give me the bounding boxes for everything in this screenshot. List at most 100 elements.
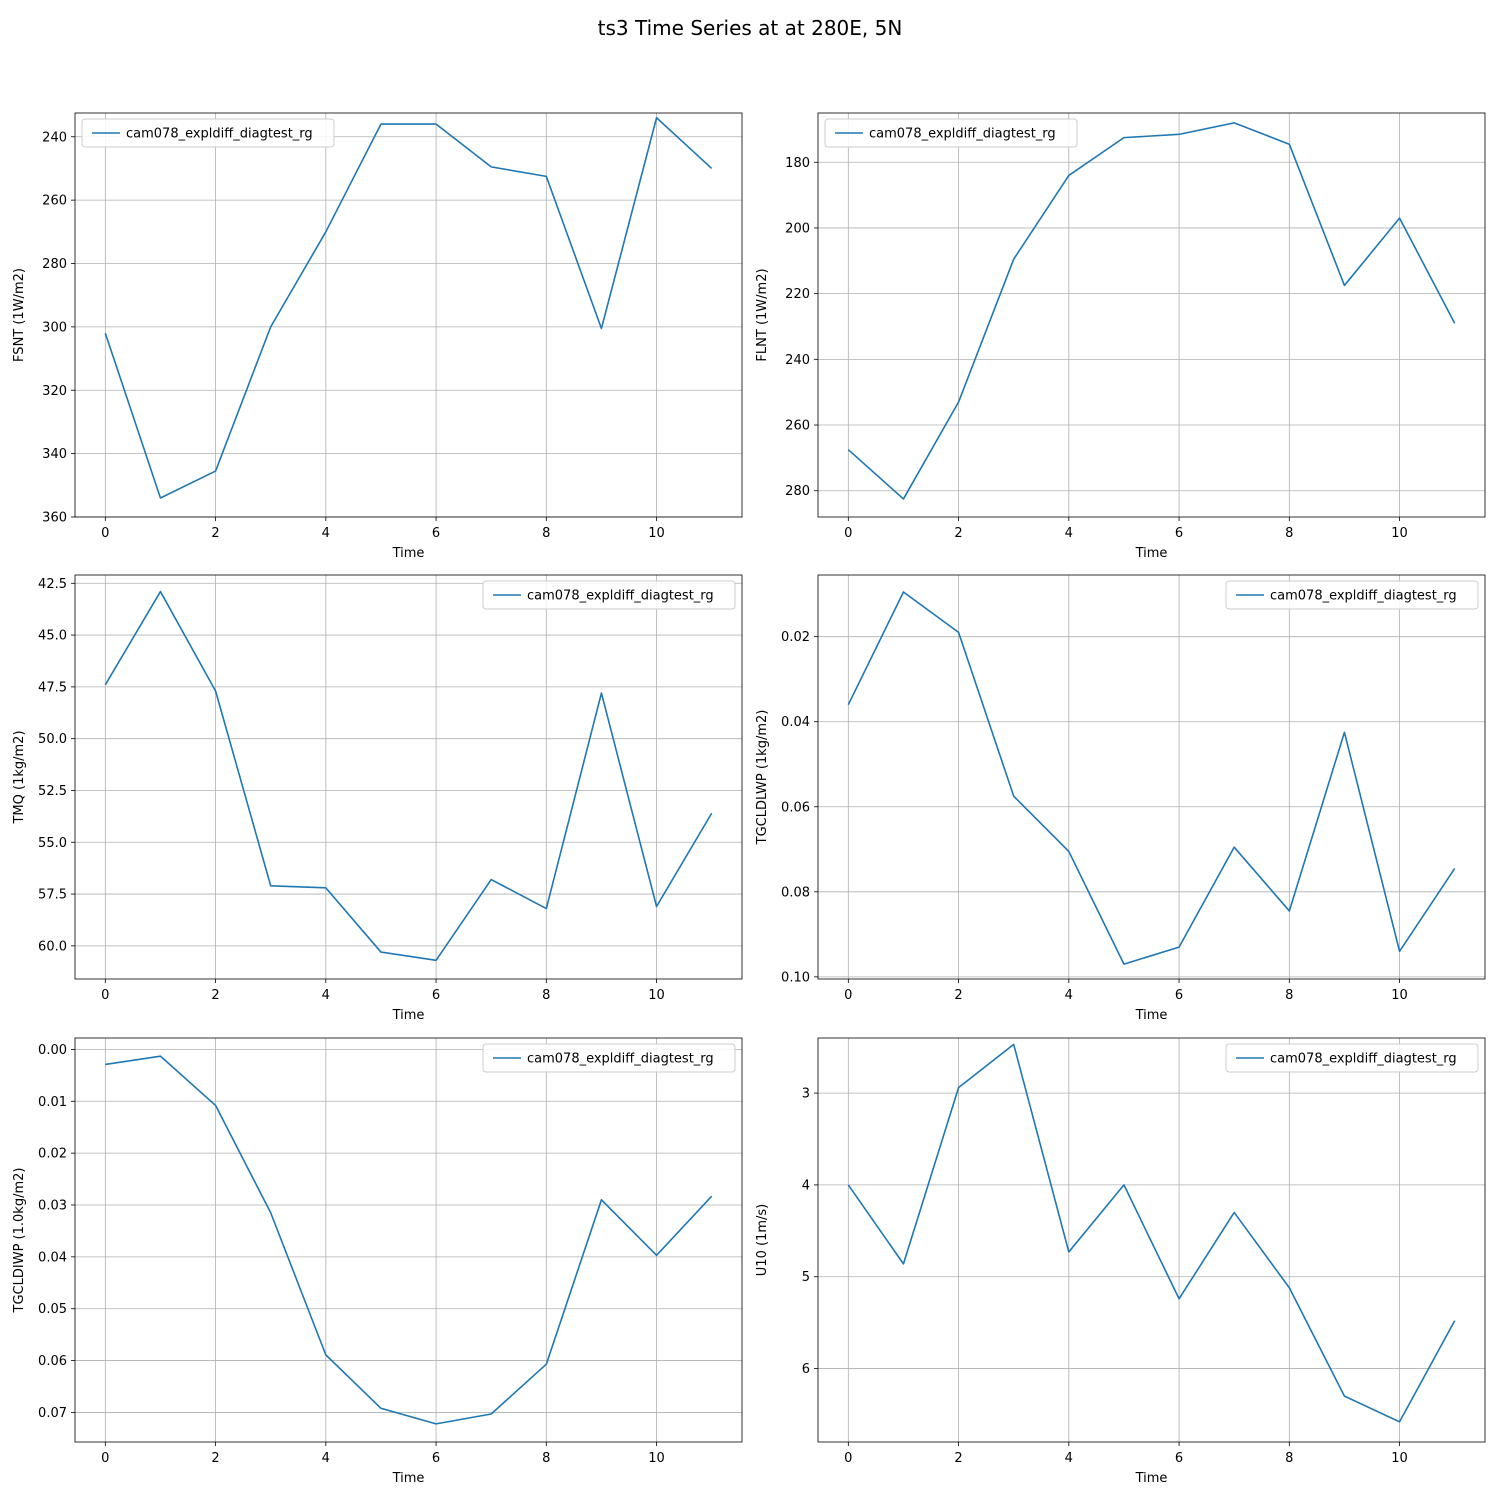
x-axis-label: Time [392, 1471, 425, 1486]
x-tick-label: 2 [211, 1451, 219, 1466]
y-tick-label: 4 [802, 1178, 810, 1193]
x-tick-label: 10 [1391, 526, 1408, 541]
legend: cam078_expldiff_diagtest_rg [824, 118, 1078, 148]
y-tick-label: 0.02 [781, 630, 810, 645]
y-tick-label: 0.06 [781, 800, 810, 815]
legend-box [1225, 1043, 1479, 1073]
y-tick-label: 50.0 [38, 732, 67, 747]
legend-label: cam078_expldiff_diagtest_rg [527, 589, 714, 604]
x-tick-label: 2 [211, 988, 219, 1003]
y-tick-label: 0.08 [781, 885, 810, 900]
x-tick-label: 4 [1065, 1451, 1073, 1466]
series-line-1 [104, 116, 713, 499]
x-tick-label: 8 [1285, 988, 1293, 1003]
x-tick-label: 4 [1065, 988, 1073, 1003]
y-tick-label: 42.5 [38, 577, 67, 592]
y-tick-label: 47.5 [38, 680, 67, 695]
y-tick-label: 240 [785, 353, 810, 368]
y-axis-label: TGCLDIWP (1.0kg/m2) [12, 1168, 27, 1314]
y-tick-label: 260 [785, 419, 810, 434]
x-tick-label: 8 [1285, 1451, 1293, 1466]
series-line-1 [104, 590, 713, 962]
y-tick-label: 0.02 [38, 1147, 67, 1162]
x-tick-label: 2 [211, 526, 219, 541]
legend-label: cam078_expldiff_diagtest_rg [1270, 1052, 1457, 1067]
x-axis-label: Time [1135, 1471, 1168, 1486]
y-tick-label: 240 [42, 130, 67, 145]
y-axis-label: TMQ (1kg/m2) [12, 730, 27, 824]
y-tick-label: 0.03 [38, 1198, 67, 1213]
y-tick-label: 320 [42, 384, 67, 399]
y-tick-label: 6 [802, 1362, 810, 1377]
y-tick-label: 0.00 [38, 1043, 67, 1058]
x-tick-label: 6 [1175, 988, 1183, 1003]
subplot-2: 0 2 4 6 8 10 180 200 220 240 260 280 Time FLNT (1W/m2… [755, 112, 1486, 561]
legend: cam078_expldiff_diagtest_rg [482, 1043, 736, 1073]
axes-frame [74, 574, 743, 980]
axes-frame [817, 112, 1486, 518]
x-tick-label: 2 [954, 988, 962, 1003]
x-tick-label: 8 [1285, 526, 1293, 541]
legend-label: cam078_expldiff_diagtest_rg [869, 127, 1056, 142]
x-tick-label: 6 [1175, 526, 1183, 541]
y-tick-label: 0.10 [781, 970, 810, 985]
x-tick-label: 10 [1391, 1451, 1408, 1466]
x-tick-label: 0 [101, 526, 109, 541]
legend-box [81, 118, 335, 148]
x-tick-label: 10 [648, 988, 665, 1003]
series-line-1 [847, 122, 1456, 500]
x-axis-label: Time [1135, 1008, 1168, 1023]
x-tick-label: 6 [1175, 1451, 1183, 1466]
y-tick-label: 57.5 [38, 888, 67, 903]
x-tick-label: 6 [432, 988, 440, 1003]
legend-box [482, 1043, 736, 1073]
legend-label: cam078_expldiff_diagtest_rg [126, 127, 313, 142]
axes-frame [74, 112, 743, 518]
x-axis-label: Time [1135, 546, 1168, 561]
x-tick-label: 4 [322, 988, 330, 1003]
y-tick-label: 360 [42, 511, 67, 526]
y-axis-label: FSNT (1W/m2) [12, 268, 27, 362]
y-tick-label: 0.06 [38, 1354, 67, 1369]
legend-label: cam078_expldiff_diagtest_rg [1270, 589, 1457, 604]
x-tick-label: 8 [542, 988, 550, 1003]
x-tick-label: 10 [648, 1451, 665, 1466]
x-tick-label: 0 [101, 988, 109, 1003]
y-tick-label: 180 [785, 156, 810, 171]
series-line-1 [847, 591, 1456, 965]
y-tick-label: 45.0 [38, 629, 67, 644]
x-tick-label: 0 [844, 1451, 852, 1466]
legend: cam078_expldiff_diagtest_rg [1225, 1043, 1479, 1073]
y-tick-label: 300 [42, 320, 67, 335]
legend-label: cam078_expldiff_diagtest_rg [527, 1052, 714, 1067]
figure-title: ts3 Time Series at at 280E, 5N [597, 16, 903, 40]
y-tick-label: 0.04 [38, 1250, 67, 1265]
series-line-1 [105, 1055, 713, 1425]
x-tick-label: 4 [1065, 526, 1073, 541]
y-tick-label: 5 [802, 1270, 810, 1285]
y-tick-label: 60.0 [38, 939, 67, 954]
x-axis-label: Time [392, 1008, 425, 1023]
y-tick-label: 0.07 [38, 1406, 67, 1421]
legend-box [1225, 580, 1479, 610]
x-tick-label: 8 [542, 1451, 550, 1466]
subplot-5: 0 2 4 6 8 10 0.00 0.01 0.02 0.03 0.04 0.05 0.06 0.07 T… [12, 1037, 743, 1486]
y-tick-label: 340 [42, 447, 67, 462]
axes-frame [74, 1037, 743, 1443]
legend: cam078_expldiff_diagtest_rg [1225, 580, 1479, 610]
y-tick-label: 55.0 [38, 836, 67, 851]
y-tick-label: 200 [785, 221, 810, 236]
legend: cam078_expldiff_diagtest_rg [81, 118, 335, 148]
y-tick-label: 280 [42, 257, 67, 272]
x-axis-label: Time [392, 546, 425, 561]
x-tick-label: 6 [432, 1451, 440, 1466]
x-tick-label: 10 [648, 526, 665, 541]
y-axis-label: TGCLDLWP (1kg/m2) [755, 710, 770, 846]
legend-box [482, 580, 736, 610]
legend: cam078_expldiff_diagtest_rg [482, 580, 736, 610]
y-axis-label: U10 (1m/s) [755, 1204, 770, 1276]
y-tick-label: 220 [785, 287, 810, 302]
axes-frame [817, 574, 1486, 980]
x-tick-label: 6 [432, 526, 440, 541]
y-tick-label: 3 [802, 1087, 810, 1102]
